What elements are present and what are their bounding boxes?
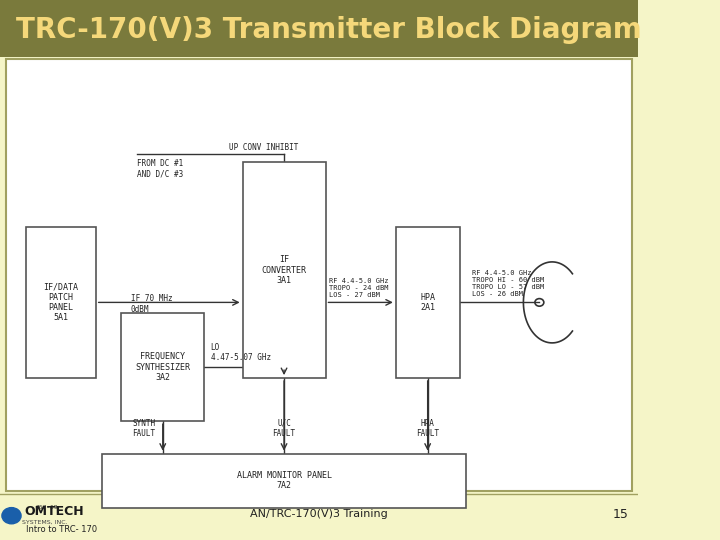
Text: U/C
FAULT: U/C FAULT — [272, 418, 296, 438]
Text: AN/TRC-170(V)3 Training: AN/TRC-170(V)3 Training — [251, 509, 388, 519]
FancyBboxPatch shape — [0, 0, 639, 57]
FancyBboxPatch shape — [25, 227, 96, 378]
Text: FROM DC #1
AND D/C #3: FROM DC #1 AND D/C #3 — [138, 159, 184, 179]
FancyBboxPatch shape — [121, 313, 204, 421]
Text: TRC-170(V)3 Transmitter Block Diagram: TRC-170(V)3 Transmitter Block Diagram — [16, 16, 642, 44]
Text: HPA
FAULT: HPA FAULT — [416, 418, 439, 438]
FancyBboxPatch shape — [6, 59, 632, 491]
Text: FREQUENCY
SYNTHESIZER
3A2: FREQUENCY SYNTHESIZER 3A2 — [135, 352, 190, 382]
Text: SYNTH
FAULT: SYNTH FAULT — [132, 418, 156, 438]
FancyBboxPatch shape — [396, 227, 459, 378]
FancyBboxPatch shape — [102, 454, 466, 508]
Text: HPA
2A1: HPA 2A1 — [420, 293, 435, 312]
Text: SYSTEMS, INC.: SYSTEMS, INC. — [22, 519, 68, 525]
Text: RF 4.4-5.0 GHz
TROPO HI - 60 dBM
TROPO LO - 57 dBM
LOS - 26 dBM: RF 4.4-5.0 GHz TROPO HI - 60 dBM TROPO L… — [472, 270, 544, 297]
FancyBboxPatch shape — [243, 162, 325, 378]
Text: RF 4.4-5.0 GHz
TROPO - 24 dBM
LOS - 27 dBM: RF 4.4-5.0 GHz TROPO - 24 dBM LOS - 27 d… — [329, 278, 388, 298]
Text: Intro to TRC- 170: Intro to TRC- 170 — [25, 525, 96, 534]
Text: IF
CONVERTER
3A1: IF CONVERTER 3A1 — [261, 255, 307, 285]
Text: LO
4.47-5.07 GHz: LO 4.47-5.07 GHz — [211, 343, 271, 362]
Text: 15: 15 — [613, 508, 629, 521]
Text: IF 70 MHz
0dBM: IF 70 MHz 0dBM — [131, 294, 173, 314]
Text: ALARM MONITOR PANEL
7A2: ALARM MONITOR PANEL 7A2 — [237, 471, 331, 490]
Text: 267-69: 267-69 — [35, 505, 58, 510]
Circle shape — [2, 508, 21, 524]
Text: OMTECH: OMTECH — [24, 505, 84, 518]
Text: IF/DATA
PATCH
PANEL
5A1: IF/DATA PATCH PANEL 5A1 — [43, 282, 78, 322]
Text: UP CONV INHIBIT: UP CONV INHIBIT — [228, 143, 298, 152]
